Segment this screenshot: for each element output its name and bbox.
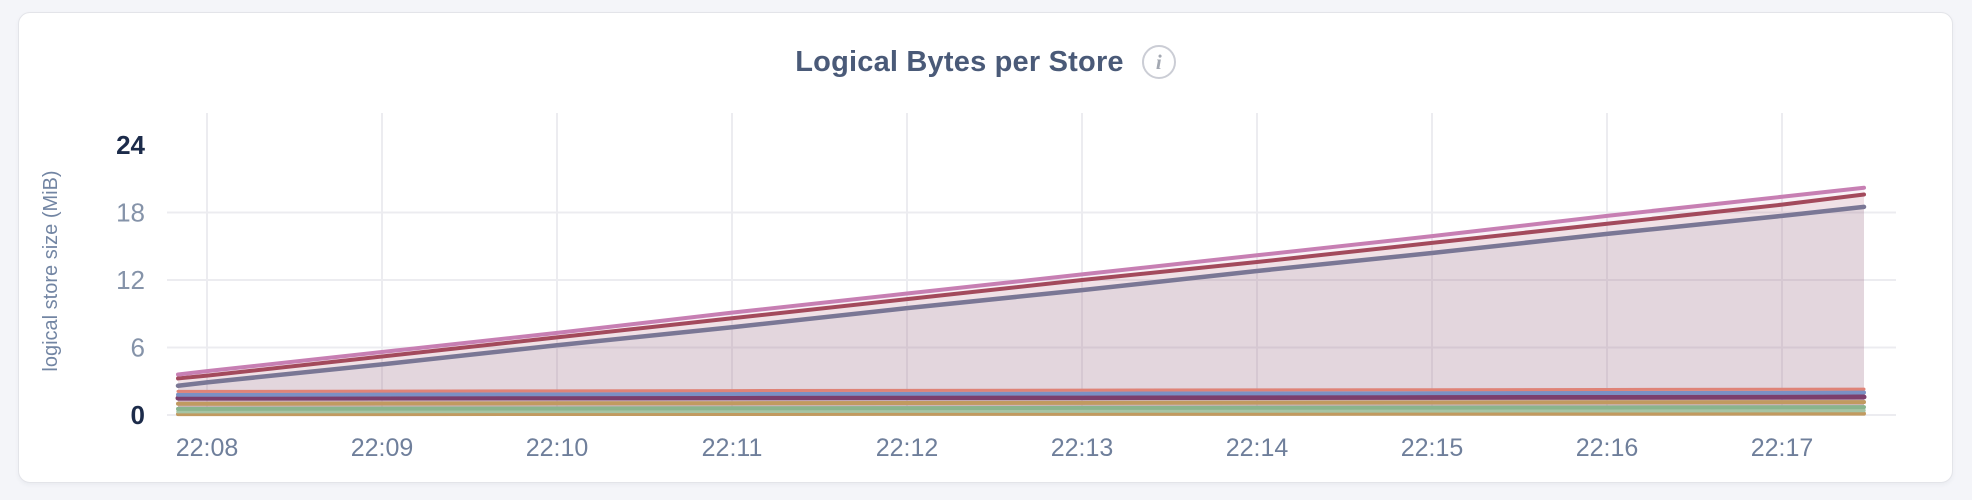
x-tick-label: 22:12 bbox=[876, 434, 939, 462]
x-tick-label: 22:17 bbox=[1751, 434, 1814, 462]
x-tick-label: 22:11 bbox=[702, 434, 763, 462]
y-tick-label: 18 bbox=[116, 198, 145, 228]
y-tick-label: 0 bbox=[131, 400, 145, 430]
series-line-9 bbox=[176, 408, 1866, 414]
series-line-4 bbox=[176, 387, 1866, 393]
x-tick-label: 22:08 bbox=[176, 434, 239, 462]
series-line-5 bbox=[176, 390, 1866, 397]
y-tick-label: 6 bbox=[131, 333, 145, 363]
x-tick-label: 22:10 bbox=[526, 434, 589, 462]
x-tick-label: 22:14 bbox=[1226, 434, 1289, 462]
x-tick-label: 22:15 bbox=[1401, 434, 1464, 462]
series-line-6 bbox=[175, 394, 1867, 401]
x-tick-label: 22:16 bbox=[1576, 434, 1639, 462]
y-tick-label: 12 bbox=[116, 265, 145, 295]
chart-title: Logical Bytes per Store bbox=[795, 45, 1124, 78]
y-tick-label: 24 bbox=[116, 130, 145, 160]
x-tick-label: 22:13 bbox=[1051, 434, 1114, 462]
series-line-7 bbox=[176, 400, 1866, 406]
chart-header: Logical Bytes per Store i bbox=[19, 13, 1952, 79]
info-icon[interactable]: i bbox=[1141, 45, 1176, 79]
series-line-1 bbox=[176, 185, 1866, 377]
series-line-3 bbox=[175, 204, 1867, 388]
series-area-3 bbox=[178, 206, 1864, 415]
x-tick-label: 22:09 bbox=[351, 434, 414, 462]
series-line-2 bbox=[176, 192, 1866, 381]
series-area-1 bbox=[178, 187, 1864, 415]
y-axis-title: logical store size (MiB) bbox=[40, 170, 62, 371]
series-line-8 bbox=[176, 405, 1866, 411]
chart-card: Logical Bytes per Store i 0 6 12 18 24 22:08 2… bbox=[18, 12, 1953, 483]
chart-plot[interactable]: 0 6 12 18 24 22:08 22:09 22:10 22:11 22:12 22:13 22… bbox=[19, 13, 1952, 482]
